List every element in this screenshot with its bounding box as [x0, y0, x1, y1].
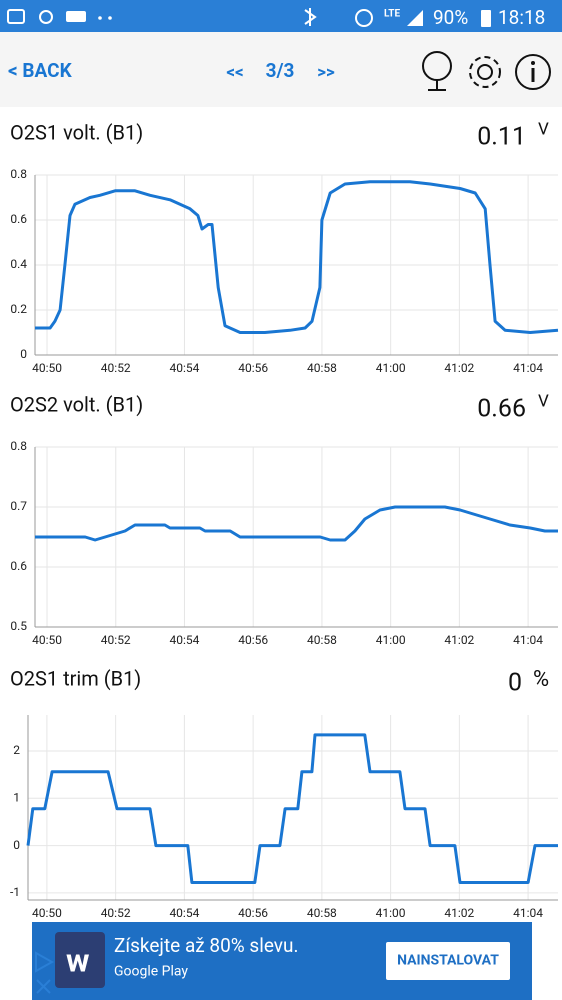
x-tick-label: 40:52: [101, 906, 131, 920]
x-tick-label: 40:50: [32, 361, 62, 375]
x-tick-label: 40:56: [238, 906, 268, 920]
info-button[interactable]: [515, 54, 551, 90]
record-button[interactable]: [422, 51, 452, 91]
reading-value: 0.66: [477, 395, 526, 424]
status-bar: [0, 0, 562, 32]
x-tick-label: 40:54: [170, 633, 200, 647]
y-tick-label: 0.2: [10, 302, 27, 316]
ad-app-icon: [55, 932, 105, 988]
charts: O2S1 volt. (B1) 0.11 V 0 0.2 0.4 0.6 0.8 40:50 40…: [10, 119, 559, 920]
x-tick-label: 41:04: [513, 906, 543, 920]
page-indicator: 3/3: [266, 59, 295, 82]
status-icons: [7, 8, 491, 27]
reading-unit: V: [538, 391, 549, 411]
settings-button[interactable]: [469, 56, 501, 88]
y-tick-label: 0.4: [10, 257, 27, 271]
data-line: [26, 733, 558, 884]
reading-value: 0: [508, 669, 522, 698]
ad-button[interactable]: [386, 942, 510, 980]
x-tick-label: 40:52: [101, 361, 131, 375]
y-tick-label: 0: [20, 347, 27, 361]
chart-title: O2S2 volt. (B1): [10, 392, 143, 416]
y-tick-label: 0: [13, 838, 20, 852]
x-tick-label: 40:54: [169, 906, 199, 920]
ad-close[interactable]: [36, 979, 51, 994]
ad-headline: Získejte až 80% slevu.: [114, 934, 299, 957]
y-tick-label: 0.6: [10, 212, 27, 226]
x-tick-label: 41:02: [444, 633, 474, 647]
reading-value: 0.11: [477, 123, 526, 152]
prev-page[interactable]: <<: [226, 62, 243, 82]
ad-button-label: NAINSTALOVAT: [397, 953, 499, 969]
chart-title: O2S1 trim (B1): [10, 666, 141, 690]
reading-unit: %: [533, 667, 549, 692]
ad-choices[interactable]: [35, 951, 55, 973]
next-page[interactable]: >>: [317, 62, 335, 82]
y-tick-label: 2: [13, 743, 20, 757]
y-tick-label: 0.5: [10, 619, 27, 633]
toolbar: [0, 32, 562, 107]
x-tick-label: 40:56: [238, 361, 268, 375]
network-type: LTE: [384, 9, 400, 20]
x-tick-label: 40:58: [307, 361, 337, 375]
reading-unit: V: [538, 119, 549, 139]
ad-store: Google Play: [114, 964, 188, 980]
y-tick-label: 0.6: [10, 559, 27, 573]
y-tick-label: -1: [10, 885, 20, 899]
x-tick-label: 41:00: [376, 633, 406, 647]
data-line: [35, 180, 559, 334]
chart-title: O2S1 volt. (B1): [10, 120, 143, 144]
y-tick-label: 0.7: [10, 499, 27, 513]
x-tick-label: 40:50: [32, 633, 62, 647]
y-tick-label: 0.8: [10, 439, 27, 453]
y-tick-label: 1: [13, 790, 20, 804]
back-button[interactable]: < BACK: [8, 59, 73, 82]
clock: 18:18: [498, 6, 545, 29]
y-tick-label: 0.8: [10, 167, 27, 181]
x-tick-label: 40:54: [170, 361, 200, 375]
data-line: [35, 505, 558, 542]
x-tick-label: 40:52: [101, 633, 131, 647]
x-tick-label: 40:50: [32, 906, 62, 920]
x-tick-label: 41:04: [513, 633, 543, 647]
ad-logo: w: [66, 941, 90, 979]
x-tick-label: 41:00: [376, 361, 406, 375]
x-tick-label: 41:00: [376, 906, 406, 920]
x-tick-label: 40:56: [238, 633, 268, 647]
x-tick-label: 40:58: [307, 906, 337, 920]
x-tick-label: 41:02: [444, 361, 474, 375]
x-tick-label: 41:02: [444, 906, 474, 920]
battery-level: 90%: [433, 6, 468, 29]
x-tick-label: 40:58: [307, 633, 337, 647]
x-tick-label: 41:04: [513, 361, 543, 375]
